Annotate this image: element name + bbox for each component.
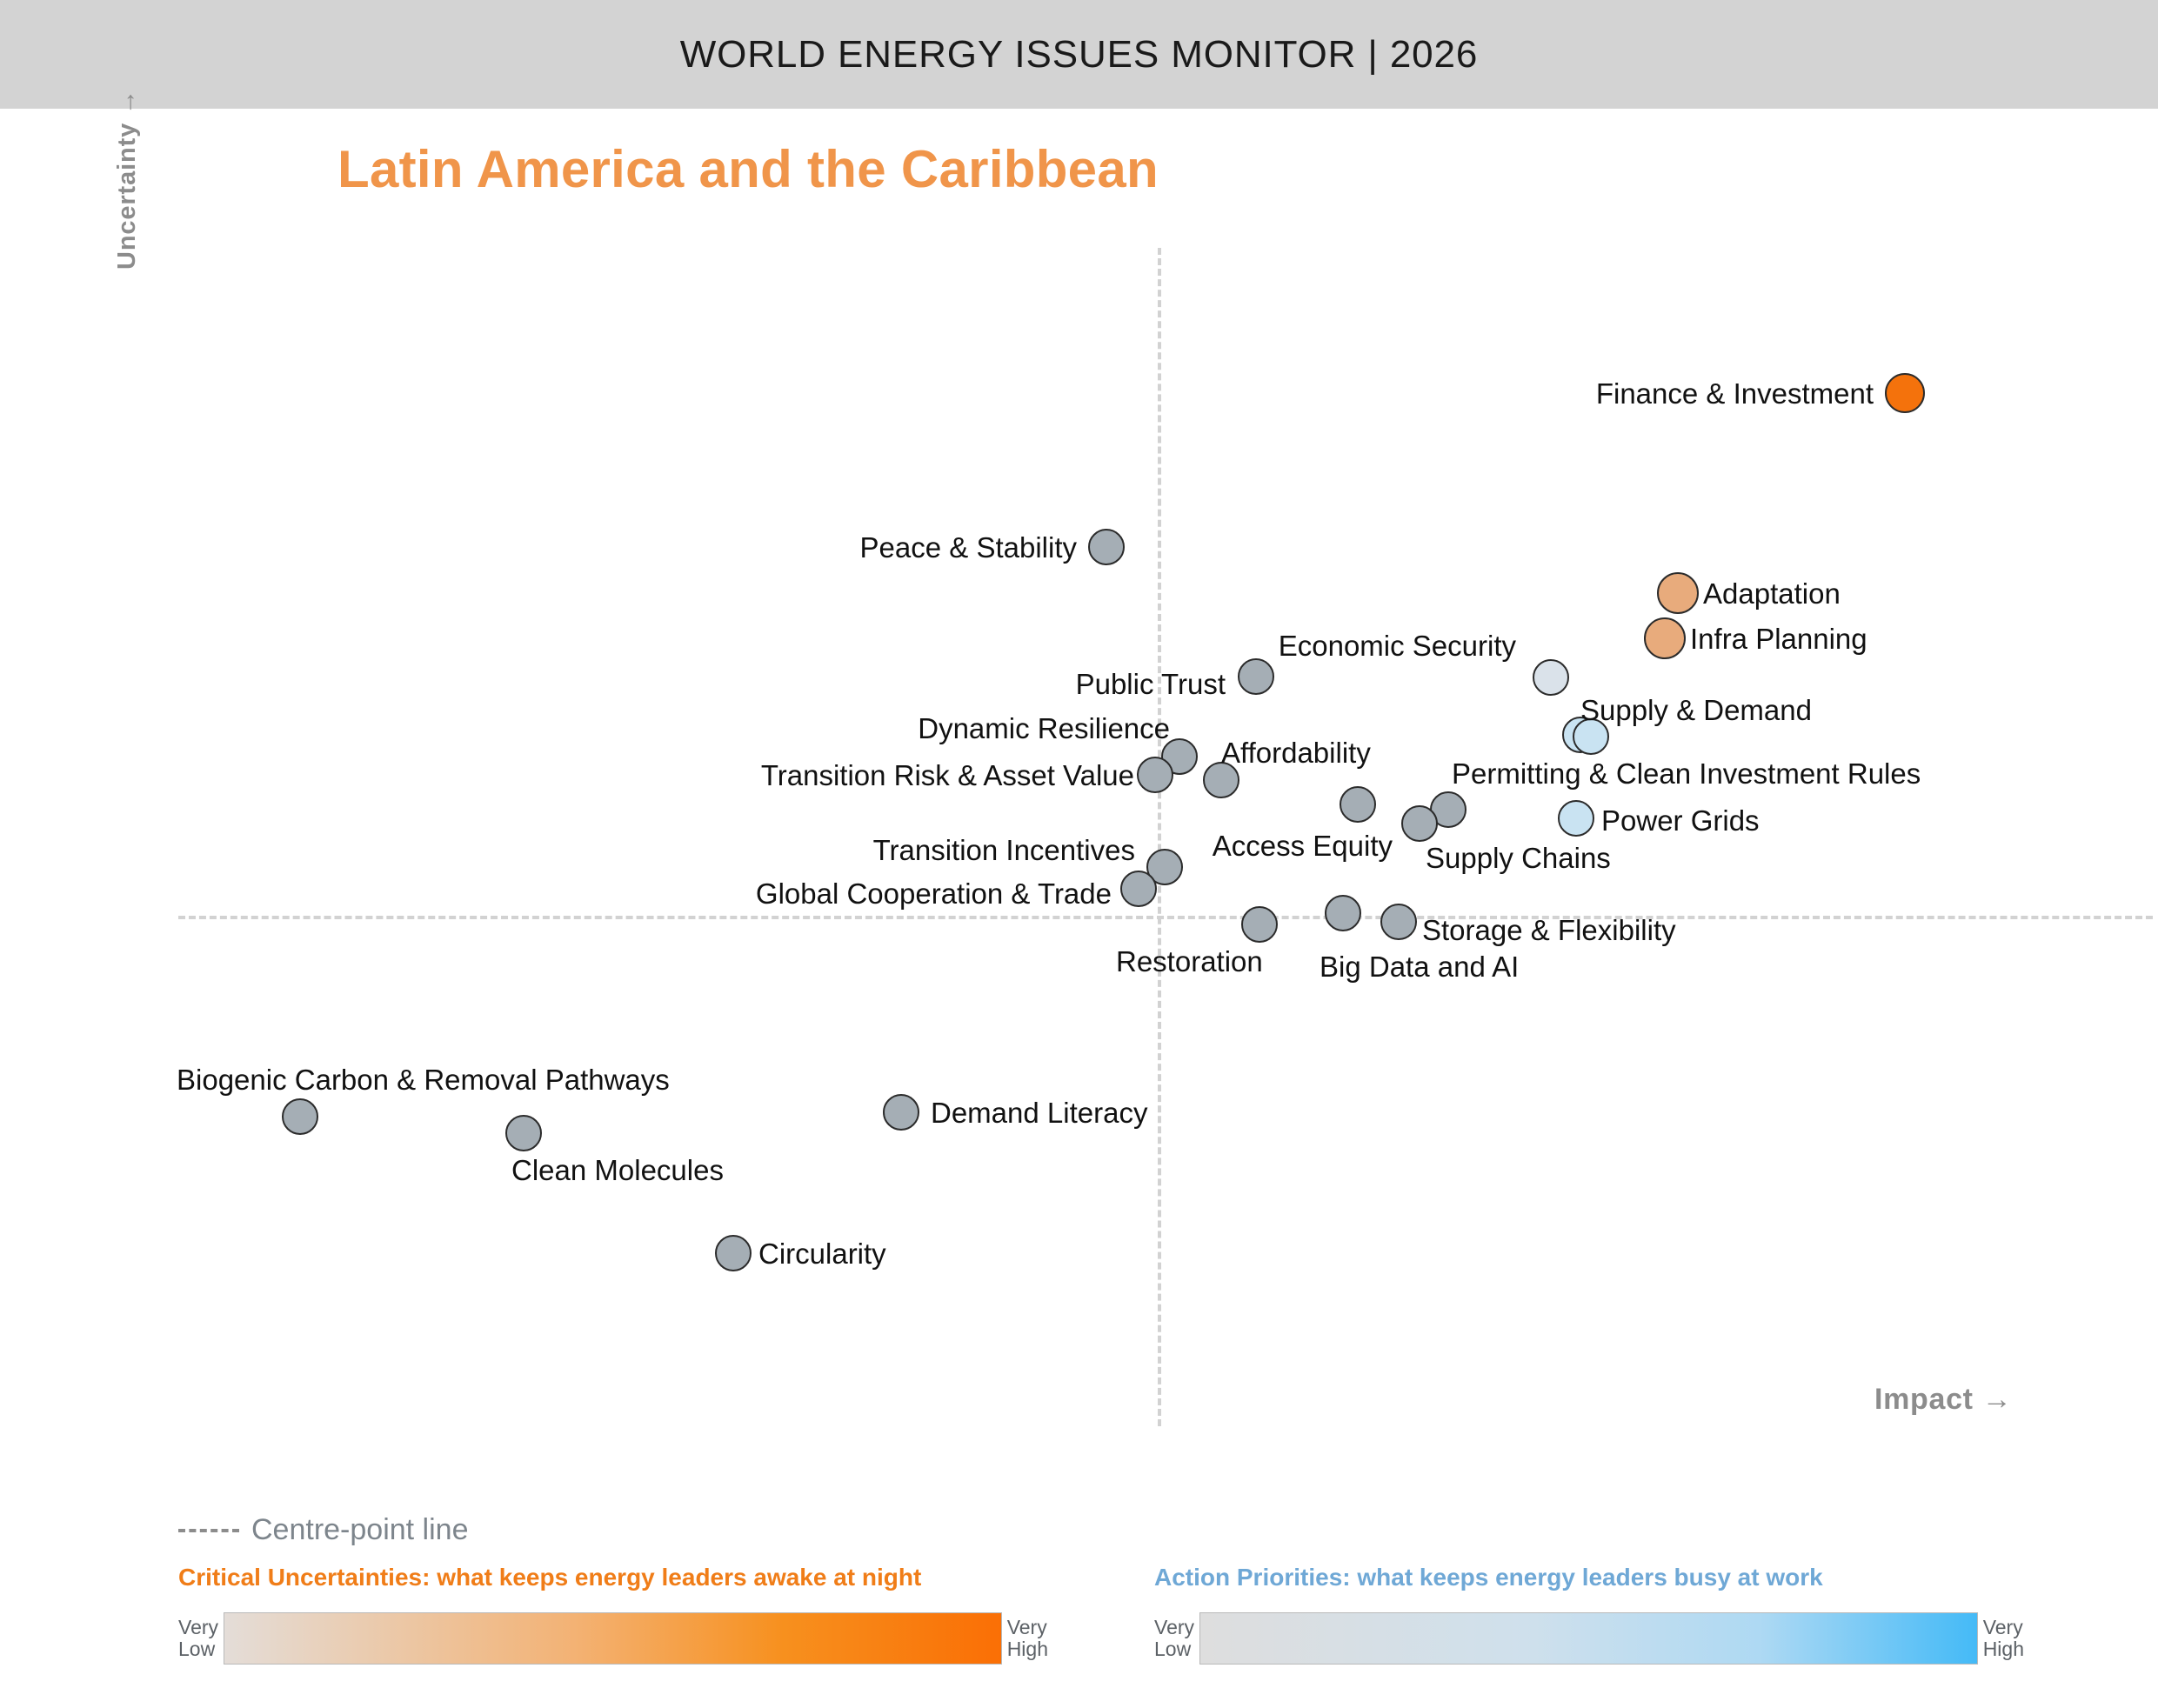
issue-label: Power Grids — [1601, 804, 1760, 837]
centre-point-line-legend: Centre-point line — [178, 1513, 468, 1547]
issue-bubble[interactable] — [1573, 718, 1609, 755]
scale-low-label-left: Very Low — [178, 1612, 218, 1665]
issue-bubble[interactable] — [1657, 572, 1699, 614]
issue-bubble[interactable] — [1120, 871, 1157, 907]
issue-label: Global Cooperation & Trade — [755, 877, 1112, 910]
scale-high-label-left: Very High — [1007, 1612, 1048, 1665]
legend: Centre-point line Critical Uncertainties… — [0, 1513, 2158, 1708]
page-title: WORLD ENERGY ISSUES MONITOR | 2026 — [679, 32, 1479, 76]
dashed-line-icon — [178, 1528, 239, 1532]
scale-high-line2: High — [1006, 1638, 1048, 1660]
issue-bubble[interactable] — [1340, 786, 1376, 823]
issue-label: Economic Security — [1278, 630, 1516, 662]
issue-label: Transition Incentives — [872, 834, 1135, 866]
scale-high-label-right: Very High — [1983, 1612, 2024, 1665]
horizontal-centre-point-line — [178, 916, 2153, 919]
critical-uncertainties-scale: Very Low Very High — [178, 1612, 1048, 1665]
issue-bubble[interactable] — [1161, 738, 1198, 775]
issue-bubble[interactable] — [282, 1098, 318, 1135]
issue-bubble[interactable] — [715, 1235, 752, 1271]
issue-label: Restoration — [1116, 945, 1263, 977]
action-priorities-gradient-bar — [1199, 1612, 1978, 1665]
centre-point-line-label: Centre-point line — [251, 1513, 469, 1546]
action-priorities-legend: Action Priorities: what keeps energy lea… — [1154, 1564, 2024, 1665]
issue-bubble[interactable] — [1137, 757, 1173, 793]
issue-bubble[interactable] — [1644, 617, 1686, 659]
issue-label: Supply & Demand — [1580, 694, 1812, 726]
issue-bubble[interactable] — [1401, 805, 1438, 842]
issue-label: Demand Literacy — [931, 1097, 1148, 1129]
issue-label: Clean Molecules — [511, 1154, 724, 1186]
issue-bubble[interactable] — [1325, 895, 1361, 931]
issue-label: Access Equity — [1212, 830, 1393, 862]
scale-high-line1: Very — [1006, 1616, 1047, 1639]
x-axis-label: Impact → — [1874, 1383, 2013, 1416]
issue-label: Affordability — [1221, 737, 1371, 769]
issue-bubble[interactable] — [883, 1094, 919, 1131]
issue-label: Circularity — [758, 1238, 886, 1270]
scale-low-line2: Low — [178, 1638, 216, 1660]
header-bar — [0, 0, 2158, 109]
issue-label: Storage & Flexibility — [1422, 914, 1676, 946]
region-title: Latin America and the Caribbean — [337, 140, 1159, 198]
issue-bubble[interactable] — [1380, 904, 1417, 940]
issue-bubble[interactable] — [1533, 659, 1569, 696]
scale-high-line2: High — [1982, 1638, 2024, 1660]
scale-low-line1: Very — [178, 1616, 219, 1639]
action-priorities-caption: Action Priorities: what keeps energy lea… — [1154, 1564, 1823, 1591]
critical-uncertainties-caption: Critical Uncertainties: what keeps energ… — [178, 1564, 922, 1591]
issue-label: Finance & Investment — [1595, 377, 1874, 410]
action-priorities-scale: Very Low Very High — [1154, 1612, 2024, 1665]
issue-label: Adaptation — [1703, 577, 1841, 610]
issue-label: Supply Chains — [1426, 842, 1611, 874]
issue-label: Big Data and AI — [1320, 951, 1520, 983]
issue-label: Public Trust — [1075, 668, 1226, 700]
vertical-centre-point-line — [1158, 248, 1161, 1426]
scale-low-line2: Low — [1154, 1638, 1192, 1660]
y-axis-label: Uncertainty → — [113, 89, 141, 270]
issue-bubble[interactable] — [1088, 529, 1125, 565]
issue-bubble[interactable] — [505, 1115, 542, 1151]
scale-low-line1: Very — [1154, 1616, 1195, 1639]
issue-bubble[interactable] — [1238, 658, 1274, 695]
critical-uncertainties-gradient-bar — [224, 1612, 1002, 1665]
scale-high-line1: Very — [1982, 1616, 2023, 1639]
issue-bubble[interactable] — [1558, 800, 1594, 837]
issue-label: Dynamic Resilience — [918, 712, 1170, 744]
issue-label: Infra Planning — [1690, 623, 1867, 655]
issue-bubble[interactable] — [1885, 373, 1925, 413]
issue-label: Permitting & Clean Investment Rules — [1452, 757, 1921, 790]
issue-bubble[interactable] — [1203, 762, 1239, 798]
critical-uncertainties-legend: Critical Uncertainties: what keeps energ… — [178, 1564, 1048, 1665]
scale-low-label-right: Very Low — [1154, 1612, 1194, 1665]
issue-label: Transition Risk & Asset Value — [760, 759, 1134, 791]
issue-label: Peace & Stability — [859, 531, 1077, 564]
issue-label: Biogenic Carbon & Removal Pathways — [177, 1064, 670, 1096]
issue-bubble[interactable] — [1241, 906, 1278, 943]
